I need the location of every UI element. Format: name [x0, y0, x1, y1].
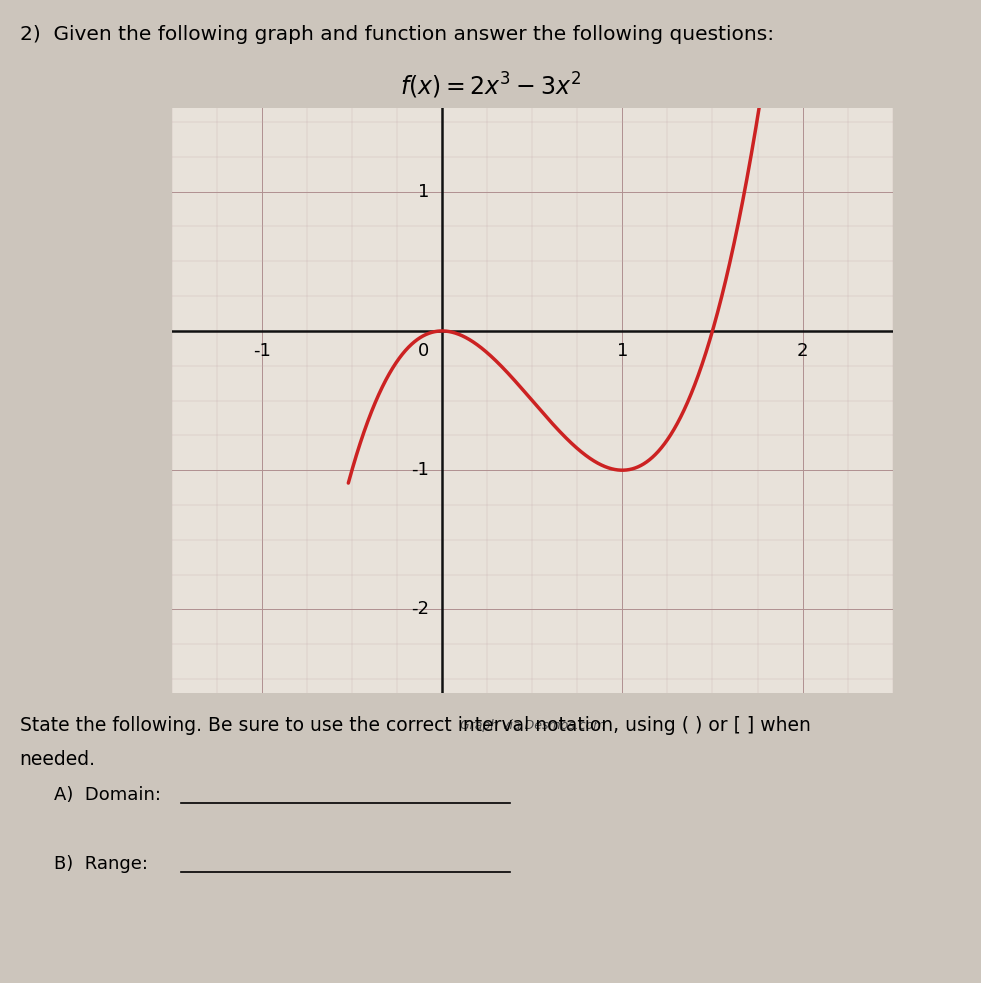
Text: 1: 1 [418, 183, 430, 201]
Text: 0: 0 [418, 342, 430, 360]
Text: -1: -1 [253, 342, 271, 360]
Text: -1: -1 [412, 461, 430, 479]
Text: needed.: needed. [20, 750, 95, 769]
Text: 2: 2 [797, 342, 808, 360]
Text: A)  Domain:: A) Domain: [54, 786, 161, 804]
Text: 2)  Given the following graph and function answer the following questions:: 2) Given the following graph and functio… [20, 25, 774, 43]
Text: Graph via Desmos.com: Graph via Desmos.com [459, 720, 605, 732]
Text: 1: 1 [617, 342, 628, 360]
Text: B)  Range:: B) Range: [54, 855, 148, 873]
Text: $f(x) = 2x^3 - 3x^2$: $f(x) = 2x^3 - 3x^2$ [400, 71, 581, 101]
Text: State the following. Be sure to use the correct interval notation, using ( ) or : State the following. Be sure to use the … [20, 716, 810, 734]
Text: -2: -2 [411, 601, 430, 618]
